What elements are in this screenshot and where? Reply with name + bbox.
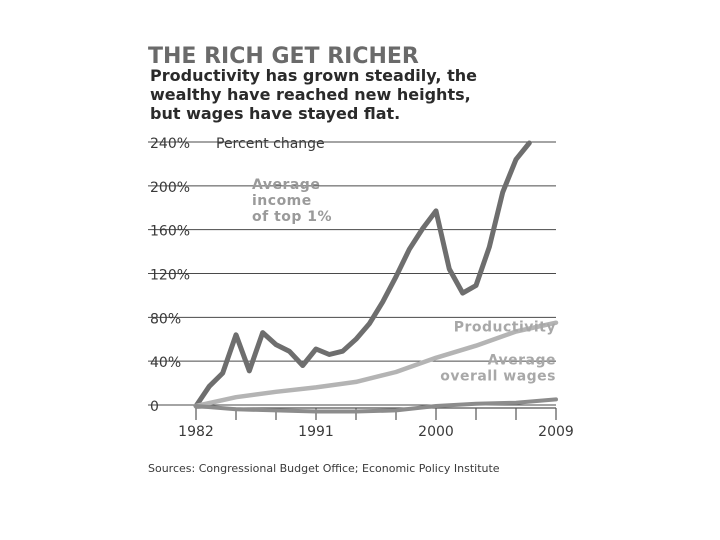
source-note: Sources: Congressional Budget Office; Ec… [148,462,500,475]
chart-subtitle-line-2: wealthy have reached new heights, [150,85,471,104]
y-tick-label: 160% [150,224,190,240]
x-axis: 1982 1991 2000 2009 [178,407,574,440]
y-tick-label: 200% [150,180,190,196]
series-line-top-1pct-income [193,140,532,409]
y-tick-label: 120% [150,268,190,284]
series-label-overall-wages-line-2: overall wages [440,368,556,384]
y-tick-label: 80% [150,311,181,327]
series-label-productivity-line-1: Productivity [454,319,556,335]
y-tick-label: 240% [150,136,190,152]
y-axis-label: Percent change [216,136,325,152]
x-tick-label: 1991 [298,424,334,440]
series-label-top-1pct-income-line-2: income [252,193,312,209]
x-tick-label: 1982 [178,424,214,440]
series-line-productivity [193,320,559,409]
series-lines [193,140,559,414]
chart-title: THE RICH GET RICHER [148,44,419,69]
chart-subtitle-line-3: but wages have stayed flat. [150,104,400,123]
x-tick-label: 2000 [418,424,454,440]
series-label-top-1pct-income-line-1: Average [252,177,320,193]
series-label-top-1pct-income-line-3: of top 1% [252,209,332,225]
gridlines: 0 40% 80% 120% 160% 200% 240% Percent change [148,136,556,415]
y-tick-label: 0 [150,399,159,415]
series-label-overall-wages-line-1: Average [488,352,556,368]
y-tick-label: 40% [150,355,181,371]
series-line-overall-wages [194,397,558,414]
chart-subtitle-line-1: Productivity has grown steadily, the [150,66,477,85]
x-tick-label: 2009 [538,424,574,440]
